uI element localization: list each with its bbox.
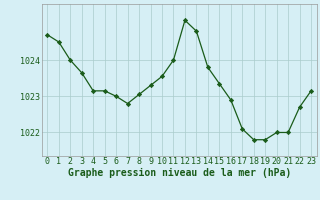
X-axis label: Graphe pression niveau de la mer (hPa): Graphe pression niveau de la mer (hPa) (68, 168, 291, 178)
